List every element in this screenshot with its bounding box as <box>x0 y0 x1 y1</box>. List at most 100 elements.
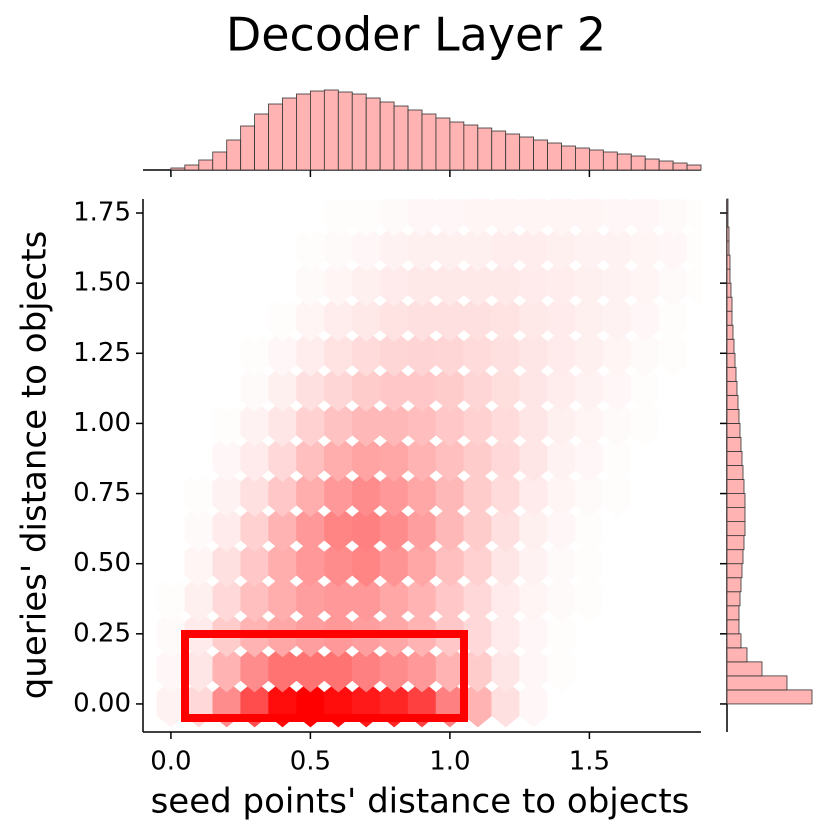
hex-cell <box>491 505 520 553</box>
top-hist-bar <box>393 105 409 171</box>
x-axis-label: seed points' distance to objects <box>151 782 690 822</box>
hex-cell <box>435 435 465 482</box>
hex-cell <box>547 224 576 272</box>
hex-cell <box>212 505 241 553</box>
hex-cell <box>686 540 701 588</box>
hex-cell <box>296 329 325 377</box>
right-hist-bar <box>726 282 732 298</box>
right-hist-bar <box>726 352 736 368</box>
hex-cell <box>575 329 604 377</box>
hex-cell <box>603 259 632 307</box>
hex-cell <box>463 505 492 553</box>
hex-cell <box>547 540 576 588</box>
hex-cell <box>212 575 241 623</box>
hex-cell <box>631 540 660 588</box>
top-hist-bar <box>547 142 562 171</box>
top-hist-bar <box>309 90 325 171</box>
hex-cell <box>407 645 437 693</box>
hex-cell <box>379 435 409 482</box>
hex-cell <box>631 435 660 482</box>
hex-cell <box>519 294 548 342</box>
right-hist-bar <box>726 437 742 452</box>
hex-cell <box>463 610 492 658</box>
hex-cell <box>519 470 548 517</box>
hex-cell <box>379 399 409 447</box>
x-tick-label: 1.0 <box>429 747 470 777</box>
hex-cell <box>212 199 241 237</box>
hex-cell <box>603 680 632 728</box>
hex-cell <box>603 224 632 272</box>
hex-cell <box>686 399 701 447</box>
hex-cell <box>575 575 604 623</box>
hex-cell <box>240 329 269 377</box>
hex-cell <box>435 540 465 588</box>
hex-cell <box>240 470 269 517</box>
hex-cell <box>603 645 632 693</box>
right-hist-bar <box>726 535 745 551</box>
hex-cell <box>575 399 604 447</box>
hex-cell <box>463 575 492 623</box>
right-hist-bar <box>726 226 730 242</box>
top-hist-bar <box>477 127 493 171</box>
hex-cell <box>324 505 353 553</box>
hex-cell <box>324 645 353 693</box>
hex-cell <box>407 540 437 588</box>
hex-cell <box>603 364 632 412</box>
hex-cell <box>240 294 269 342</box>
hex-cell <box>407 329 437 377</box>
hex-cell <box>463 680 492 728</box>
hex-cell <box>631 224 660 272</box>
hex-cell <box>631 259 660 307</box>
right-hist-bar <box>726 310 733 326</box>
hex-cell <box>212 435 241 482</box>
hex-cell <box>658 329 688 377</box>
y-tick-label: 1.50 <box>73 268 131 298</box>
hex-cell <box>379 259 409 307</box>
hex-cell <box>603 399 632 447</box>
hex-cell <box>268 575 297 623</box>
hex-cell <box>491 645 520 693</box>
hex-cell <box>603 505 632 553</box>
hex-cell <box>379 294 409 342</box>
hexbin <box>156 199 701 728</box>
hex-cell <box>658 575 688 623</box>
top-hist-bar <box>351 93 367 171</box>
top-hist-bar <box>644 158 660 171</box>
hex-cell <box>212 224 241 272</box>
hex-cell <box>407 575 437 623</box>
hex-cell <box>324 470 353 517</box>
hex-cell <box>240 224 269 272</box>
hex-cell <box>463 364 492 412</box>
hex-cell <box>463 294 492 342</box>
hex-cell <box>519 435 548 482</box>
hex-cell <box>352 224 381 272</box>
right-hist-bar <box>726 661 763 677</box>
hex-cell <box>324 575 353 623</box>
hex-cell <box>575 645 604 693</box>
top-hist-bar <box>505 133 521 171</box>
y-tick-label: 1.00 <box>73 408 131 438</box>
hex-cell <box>435 399 465 447</box>
hex-cell <box>463 470 492 517</box>
hex-cell <box>407 399 437 447</box>
hex-cell <box>352 259 381 307</box>
hex-cell <box>268 364 297 412</box>
hex-cell <box>184 399 213 447</box>
hex-cell <box>686 329 701 377</box>
hex-cell <box>324 199 353 237</box>
hex-cell <box>240 575 269 623</box>
hex-cell <box>240 199 269 237</box>
hex-cell <box>435 224 465 272</box>
hex-cell <box>352 364 381 412</box>
hex-cell <box>156 645 186 693</box>
hex-cell <box>379 224 409 272</box>
hex-cell <box>184 259 213 307</box>
right-hist-bar <box>726 324 734 340</box>
hex-cell <box>324 224 353 272</box>
top-hist-bar <box>323 89 339 171</box>
right-hist-bar <box>726 423 741 438</box>
hex-cell <box>435 364 465 412</box>
hex-cell <box>184 505 213 553</box>
right-hist-bar <box>726 380 738 396</box>
right-hist-bar <box>726 689 813 705</box>
